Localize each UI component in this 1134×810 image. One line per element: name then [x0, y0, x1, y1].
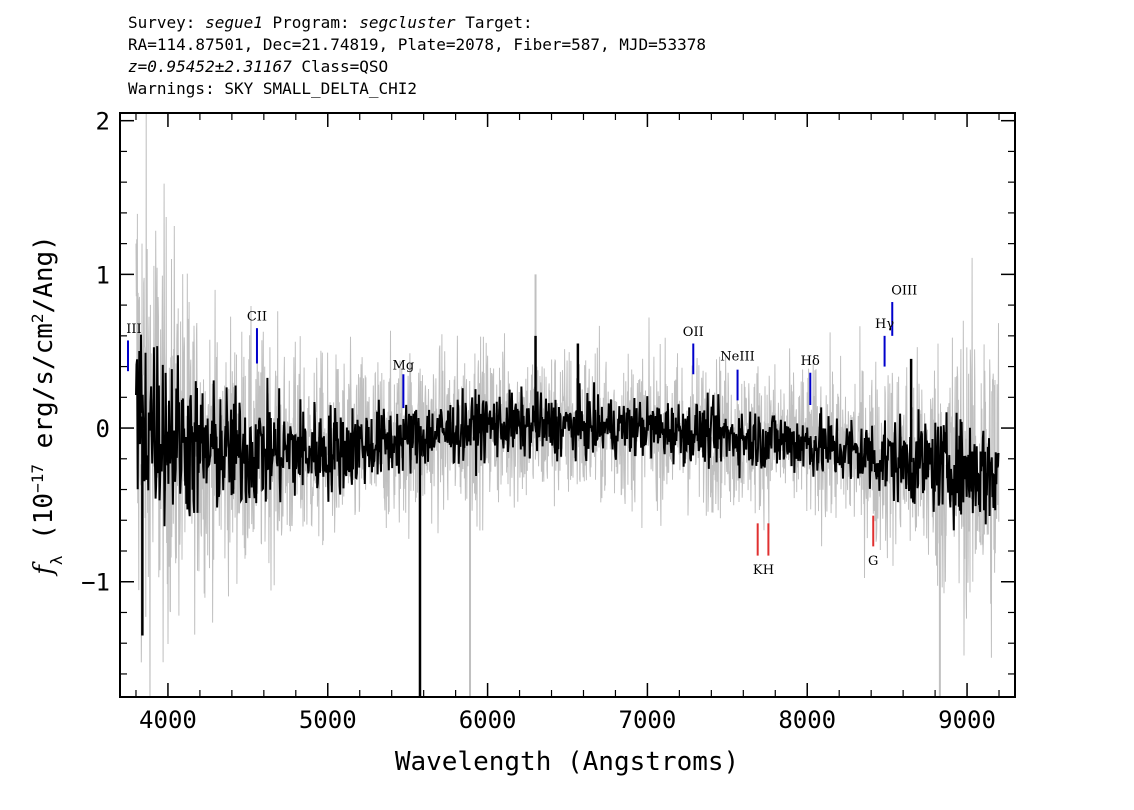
line-label: Hδ: [801, 354, 820, 369]
class-value: Class=QSO: [301, 57, 389, 76]
flux-series: [135, 334, 1000, 531]
warnings-line: Warnings: SKY SMALL_DELTA_CHI2: [128, 79, 417, 98]
line-label: K: [753, 563, 763, 578]
target-label: Target:: [465, 13, 533, 32]
program-value: segcluster: [359, 13, 456, 32]
x-axis-title: Wavelength (Angstroms): [395, 747, 739, 777]
x-tick-label: 5000: [299, 706, 357, 734]
survey-value: segue1: [205, 13, 263, 32]
line-label: G: [868, 554, 878, 569]
spectral-line-labels: III CII Mg OII NeIII Hδ Hγ OIII K H G: [126, 283, 917, 578]
spectrum-header: Survey: segue1 Program: segcluster Targe…: [128, 12, 706, 100]
y-axis-title: fλ (10−17 erg/s/cm2/Ang): [28, 235, 66, 577]
y-tick-label: −1: [81, 569, 110, 597]
y-tick-label: 1: [96, 261, 110, 289]
line-label: Mg: [393, 359, 415, 374]
y-tick-label: 0: [96, 415, 110, 443]
line-label: III: [126, 322, 141, 337]
line-label: OII: [683, 325, 704, 340]
axis-ticks: 4000 5000 6000 7000 8000 9000 −1 0 1 2: [81, 108, 1015, 734]
y-tick-label: 2: [96, 108, 110, 136]
program-label: Program:: [272, 13, 350, 32]
plot-area: [126, 113, 1000, 697]
line-label: NeIII: [720, 349, 754, 364]
line-label: H: [763, 563, 774, 578]
line-label: CII: [247, 309, 267, 324]
redshift-value: z=0.95452±2.31167: [128, 57, 292, 76]
spectral-line-markers: [126, 302, 894, 556]
x-tick-label: 7000: [619, 706, 677, 734]
line-label: OIII: [891, 283, 917, 298]
plot-frame: [119, 112, 1016, 698]
redshift-line: z=0.95452±2.31167 Class=QSO: [128, 56, 706, 78]
error-series: [135, 113, 1000, 697]
survey-label: Survey:: [128, 13, 196, 32]
coords-line: RA=114.87501, Dec=21.74819, Plate=2078, …: [128, 35, 706, 54]
x-tick-label: 8000: [778, 706, 836, 734]
x-tick-label: 9000: [938, 706, 996, 734]
line-label: Hγ: [875, 317, 894, 332]
x-tick-label: 6000: [459, 706, 517, 734]
survey-line: Survey: segue1 Program: segcluster Targe…: [128, 12, 706, 34]
x-tick-label: 4000: [139, 706, 197, 734]
